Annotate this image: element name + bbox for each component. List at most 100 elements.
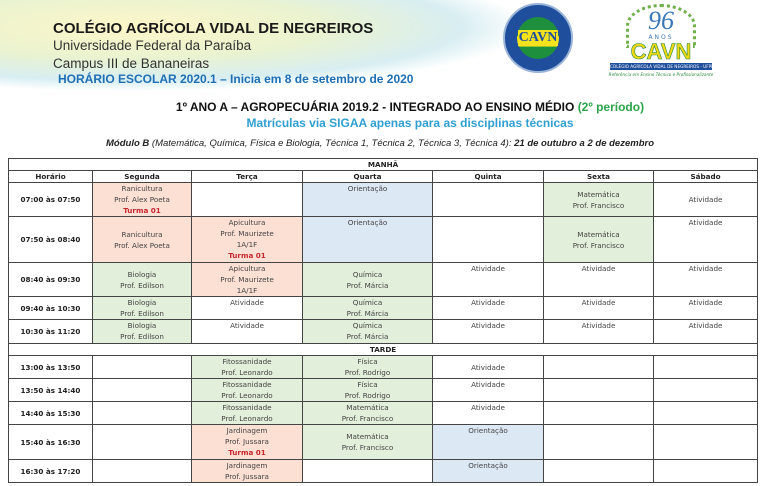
schedule-cell: Atividade bbox=[432, 378, 544, 402]
time-slot: 16:30 às 17:20 bbox=[8, 459, 93, 483]
header-decoration bbox=[0, 0, 520, 90]
time-slot: 10:30 às 11:20 bbox=[8, 319, 93, 344]
cell-text-line: Prof. Edilson bbox=[120, 332, 164, 341]
cell-text-line: Prof. Jussara bbox=[225, 472, 269, 481]
logo-slogan: Referência em Ensino Técnico e Profissio… bbox=[608, 72, 714, 77]
column-header-row: Horário Segunda Terça Quarta Quinta Sexta Sába… bbox=[8, 170, 759, 183]
subject-name: Biologia bbox=[127, 269, 157, 279]
schedule-cell: Atividade bbox=[652, 296, 759, 320]
schedule-cell: Orientação bbox=[432, 424, 544, 460]
subject-name: Atividade bbox=[471, 298, 505, 307]
schedule-cell: Atividade bbox=[191, 319, 303, 344]
schedule-cell: Física Prof. Rodrigo bbox=[302, 378, 433, 402]
table-row: 16:30 às 17:20 Jardinagem Prof. Jussara Ori… bbox=[8, 459, 759, 483]
time-slot: 15:40 às 16:30 bbox=[8, 424, 93, 460]
table-row: 13:00 às 13:50 Fitossanidade Prof. Leonard… bbox=[8, 355, 759, 379]
schedule-cell bbox=[652, 459, 759, 483]
schedule-cell bbox=[543, 401, 654, 425]
subject-name: Atividade bbox=[471, 321, 505, 330]
cell-text-line: Prof. Leonardo bbox=[221, 414, 273, 423]
table-row: 09:40 às 10:30 Biologia Prof. Edilson Ativi… bbox=[8, 296, 759, 320]
schedule-cell: Matemática Prof. Francisco bbox=[302, 401, 433, 425]
schedule-cell bbox=[302, 459, 433, 483]
schedule-table: MANHÃ Horário Segunda Terça Quarta Quinta Sext… bbox=[7, 158, 759, 483]
column-header: Sábado bbox=[652, 170, 759, 183]
cell-text-line: Prof. Edilson bbox=[120, 280, 164, 290]
module-subjects: (Matemática, Química, Física e Biologia,… bbox=[149, 138, 515, 149]
schedule-cell bbox=[652, 401, 759, 425]
class-period: (2º período) bbox=[577, 100, 645, 114]
schedule-cell: Atividade bbox=[543, 319, 654, 344]
schedule-cell: Atividade bbox=[652, 319, 759, 344]
schedule-cell: Fitossanidade Prof. Leonardo bbox=[191, 378, 303, 402]
cell-text-line: Prof. Francisco bbox=[572, 240, 625, 250]
table-row: 08:40 às 09:30 Biologia Prof. Edilson Apicu… bbox=[8, 262, 759, 297]
schedule-cell bbox=[543, 378, 654, 402]
schedule-cell bbox=[432, 182, 544, 217]
school-name: COLÉGIO AGRÍCOLA VIDAL DE NEGREIROS bbox=[53, 20, 374, 37]
schedule-cell: Fitossanidade Prof. Leonardo bbox=[191, 355, 303, 379]
subject-name: Atividade bbox=[688, 218, 723, 227]
subject-name: Matemática bbox=[346, 403, 389, 412]
subject-name: Orientação bbox=[468, 461, 508, 470]
module-dates: 21 de outubro a 2 de dezembro bbox=[514, 138, 654, 149]
schedule-cell bbox=[191, 182, 303, 217]
subject-name: Atividade bbox=[471, 362, 505, 372]
time-slot: 14:40 às 15:30 bbox=[8, 401, 93, 425]
subject-name: Orientação bbox=[468, 426, 508, 435]
schedule-cell: Atividade bbox=[432, 355, 544, 379]
turma-label: Turma 01 bbox=[228, 448, 266, 457]
schedule-cell: Atividade bbox=[652, 262, 759, 297]
schedule-cell: Atividade bbox=[191, 296, 303, 320]
schedule-cell: Orientação bbox=[302, 216, 433, 263]
table-row: 10:30 às 11:20 Biologia Prof. Edilson Ativi… bbox=[8, 319, 759, 344]
schedule-cell bbox=[92, 401, 192, 425]
table-row: 07:00 às 07:50 Ranicultura Prof. Alex Poet… bbox=[8, 182, 759, 217]
schedule-cell: Jardinagem Prof. Jussara bbox=[191, 459, 303, 483]
subject-name: Matemática bbox=[577, 229, 620, 239]
university-name: Universidade Federal da Paraíba bbox=[53, 38, 252, 53]
cell-text-line: Prof. Márcia bbox=[346, 332, 389, 341]
cell-text-line: Prof. Maurizete bbox=[220, 275, 274, 284]
column-header: Horário bbox=[8, 170, 93, 183]
subject-name: Física bbox=[357, 380, 378, 389]
schedule-start-line: HORÁRIO ESCOLAR 2020.1 – Inicia em 8 de … bbox=[58, 72, 414, 86]
column-header: Quarta bbox=[302, 170, 433, 183]
schedule-cell: Química Prof. Márcia bbox=[302, 296, 433, 320]
schedule-cell bbox=[432, 216, 544, 263]
schedule-cell: Ranicultura Prof. Alex Poeta bbox=[92, 216, 192, 263]
subject-name: Orientação bbox=[347, 218, 388, 227]
schedule-cell: Atividade bbox=[543, 296, 654, 320]
section-label: TARDE bbox=[7, 343, 759, 356]
table-row: 07:50 às 08:40 Ranicultura Prof. Alex Poet… bbox=[8, 216, 759, 263]
subject-name: Apicultura bbox=[228, 264, 266, 273]
module-line: Módulo B (Matemática, Química, Física e … bbox=[30, 138, 730, 149]
cavn-96-anos-logo: 96 ANOS CAVN COLÉGIO AGRÍCOLA VIDAL DE N… bbox=[606, 4, 716, 88]
class-title-main: 1º ANO A – AGROPECUÁRIA 2019.2 - INTEGRA… bbox=[175, 100, 578, 114]
schedule-cell: Química Prof. Márcia bbox=[302, 262, 433, 297]
column-header: Terça bbox=[191, 170, 303, 183]
subject-name: Atividade bbox=[581, 298, 616, 307]
schedule-cell bbox=[92, 459, 192, 483]
schedule-cell bbox=[652, 378, 759, 402]
schedule-cell: Atividade bbox=[432, 319, 544, 344]
cell-text-line: 1A/1F bbox=[236, 286, 258, 295]
subject-name: Atividade bbox=[688, 264, 723, 273]
subject-name: Física bbox=[357, 357, 378, 366]
schedule-cell: Orientação bbox=[302, 182, 433, 217]
time-slot: 08:40 às 09:30 bbox=[8, 262, 93, 297]
column-header: Quinta bbox=[432, 170, 544, 183]
subject-name: Atividade bbox=[471, 403, 505, 412]
cell-text-line: Prof. Rodrigo bbox=[344, 368, 391, 377]
subject-name: Química bbox=[352, 298, 383, 307]
schedule-cell: Química Prof. Márcia bbox=[302, 319, 433, 344]
schedule-cell: Atividade bbox=[432, 401, 544, 425]
subject-name: Fitossanidade bbox=[222, 403, 272, 412]
schedule-cell bbox=[92, 355, 192, 379]
subject-name: Atividade bbox=[581, 321, 616, 330]
time-slot: 13:00 às 13:50 bbox=[8, 355, 93, 379]
logo-band: COLÉGIO AGRÍCOLA VIDAL DE NEGREIROS - UF… bbox=[610, 63, 715, 70]
subject-name: Matemática bbox=[577, 189, 620, 199]
turma-label: Turma 01 bbox=[123, 206, 161, 215]
subject-name: Química bbox=[352, 321, 383, 330]
